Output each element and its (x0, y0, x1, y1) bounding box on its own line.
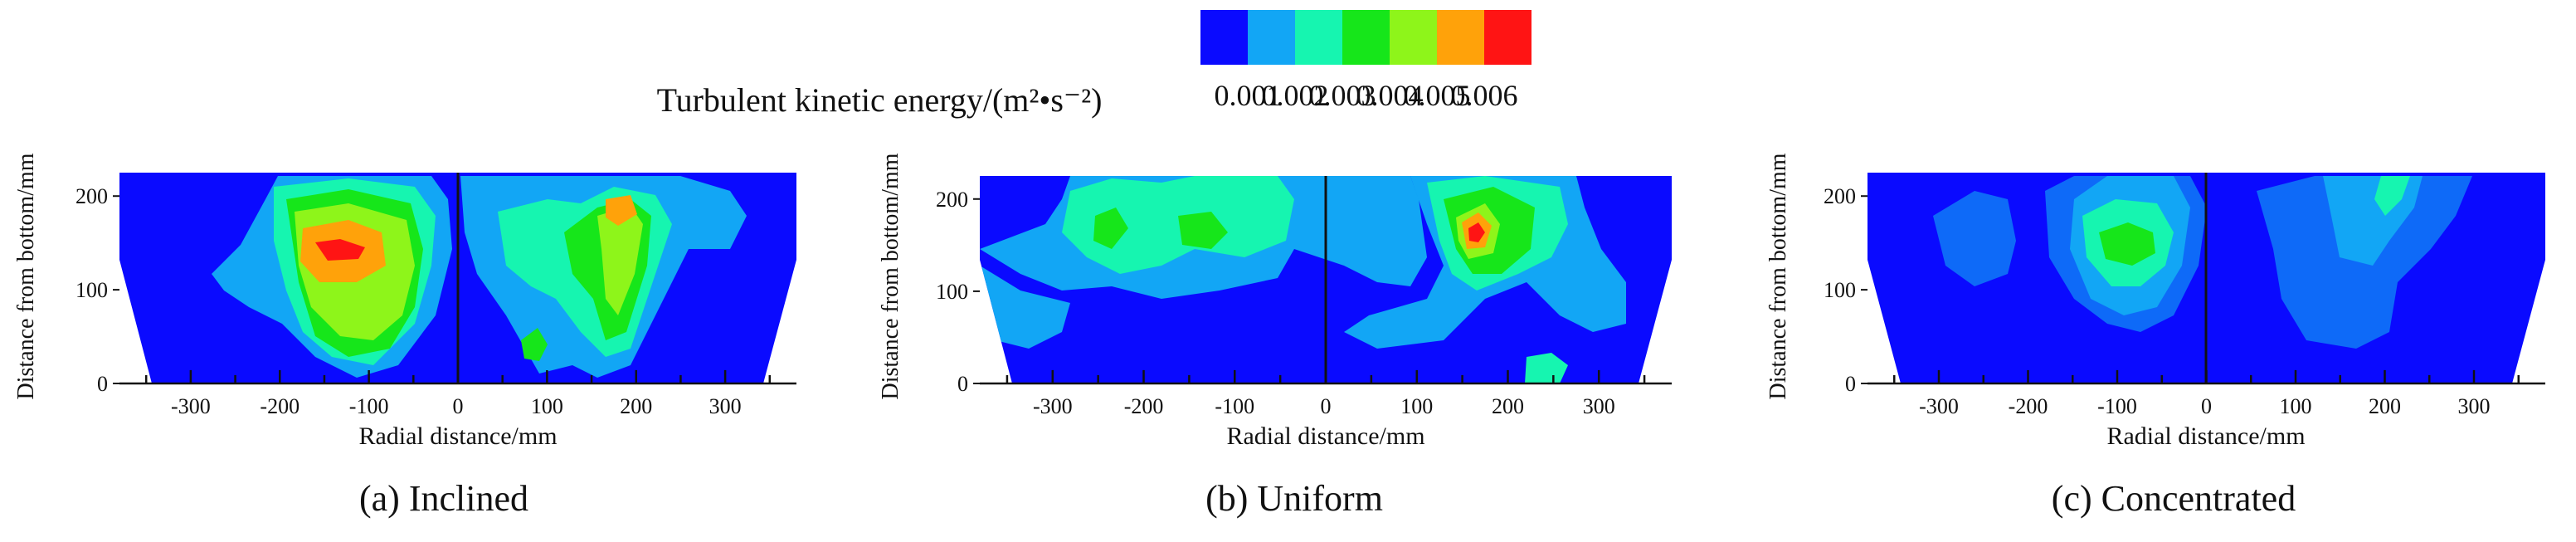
colorbar-tick-label: 0.004 (1356, 79, 1424, 112)
panel-caption: (a) Inclined (359, 478, 528, 519)
x-tick-label: 100 (2280, 394, 2312, 418)
panel-concentrated: -300 -200 -100 0 100 200 300 0 100 200 Radial di… (1765, 153, 2545, 519)
contour-level-4 (521, 328, 548, 361)
contour-field (212, 176, 747, 378)
x-tick-label: 0 (453, 394, 464, 418)
y-axis: 0 100 200 (936, 188, 980, 396)
x-tick-label: -200 (2009, 394, 2048, 418)
x-tick-label: -200 (260, 394, 299, 418)
x-tick-label: -100 (349, 394, 389, 418)
contour-level-5-core (606, 195, 637, 226)
contour-level-3 (1525, 353, 1568, 383)
contour-field (1933, 176, 2472, 349)
x-tick-label: 100 (531, 394, 563, 418)
x-axis: -300 -200 -100 0 100 200 300 (980, 370, 1672, 418)
x-tick-label: -100 (1215, 394, 1254, 418)
contour-level-6 (1468, 222, 1485, 242)
x-axis: -300 -200 -100 0 100 200 300 (1867, 370, 2545, 418)
y-axis-label: Distance from bottom/mm (878, 153, 903, 399)
y-tick-label: 0 (97, 372, 108, 396)
x-tick-label: 300 (2458, 394, 2491, 418)
contour-level-2 (697, 222, 720, 249)
contour-level-4 (1178, 212, 1228, 249)
y-axis-label: Distance from bottom/mm (1765, 153, 1791, 399)
x-tick-label: 200 (2369, 394, 2401, 418)
colorbar-swatch (1437, 10, 1484, 65)
contour-level-4 (1093, 208, 1128, 249)
panel-inclined: -300 -200 -100 0 100 200 300 0 100 200 Radial di… (13, 153, 796, 519)
y-tick-label: 200 (1824, 184, 1856, 208)
y-tick-label: 0 (957, 372, 968, 396)
colorbar-tick-label: 0.006 (1451, 79, 1518, 112)
x-tick-label: -300 (1919, 394, 1959, 418)
x-tick-label: 0 (1321, 394, 1332, 418)
contour-level-4 (2099, 222, 2155, 266)
colorbar-tick-label: 0.005 (1404, 79, 1471, 112)
x-tick-label: 200 (620, 394, 652, 418)
panel-caption: (b) Uniform (1205, 478, 1383, 519)
y-axis: 0 100 200 (75, 184, 119, 396)
y-tick-label: 200 (75, 184, 108, 208)
x-axis-label: Radial distance/mm (358, 422, 557, 450)
x-axis-label: Radial distance/mm (1226, 422, 1424, 450)
y-tick-label: 100 (936, 280, 968, 304)
colorbar-swatch (1342, 10, 1390, 65)
y-axis-label: Distance from bottom/mm (13, 153, 39, 399)
contour-level-3 (2374, 176, 2410, 216)
contour-level-6 (315, 239, 365, 261)
x-tick-label: 300 (1583, 394, 1615, 418)
x-tick-label: -100 (2097, 394, 2137, 418)
colorbar-swatch (1248, 10, 1295, 65)
x-tick-label: 300 (709, 394, 742, 418)
contour-level-1b (1933, 191, 2016, 286)
colorbar-swatch (1200, 10, 1248, 65)
x-axis-label: Radial distance/mm (2106, 422, 2305, 450)
x-tick-label: -300 (171, 394, 211, 418)
x-tick-label: 0 (2201, 394, 2212, 418)
contour-level-2 (980, 266, 1070, 349)
x-tick-label: -200 (1124, 394, 1164, 418)
x-tick-label: 100 (1400, 394, 1433, 418)
colorbar-tick-label: 0.003 (1309, 79, 1376, 112)
contour-level-5 (597, 206, 643, 315)
y-tick-label: 100 (1824, 278, 1856, 302)
colorbar-title: Turbulent kinetic energy/(m²•s⁻²) (657, 81, 1103, 119)
colorbar-swatch (1484, 10, 1531, 65)
x-tick-label: 200 (1492, 394, 1524, 418)
y-tick-label: 100 (75, 278, 108, 302)
x-axis: -300 -200 -100 0 100 200 300 (119, 370, 796, 418)
x-tick-label: -300 (1033, 394, 1073, 418)
contour-field (980, 176, 1626, 383)
colorbar-tick-label: 0.001 (1215, 79, 1282, 112)
y-tick-label: 0 (1845, 372, 1856, 396)
contour-level-3 (1062, 176, 1294, 274)
panel-uniform: -300 -200 -100 0 100 200 300 0 100 200 Radial di… (878, 153, 1672, 519)
colorbar-tick-label: 0.002 (1262, 79, 1329, 112)
panel-caption: (c) Concentrated (2052, 478, 2296, 519)
y-axis: 0 100 200 (1824, 184, 1867, 396)
y-tick-label: 200 (936, 188, 968, 212)
colorbar-swatch (1390, 10, 1437, 65)
colorbar-swatch (1295, 10, 1342, 65)
